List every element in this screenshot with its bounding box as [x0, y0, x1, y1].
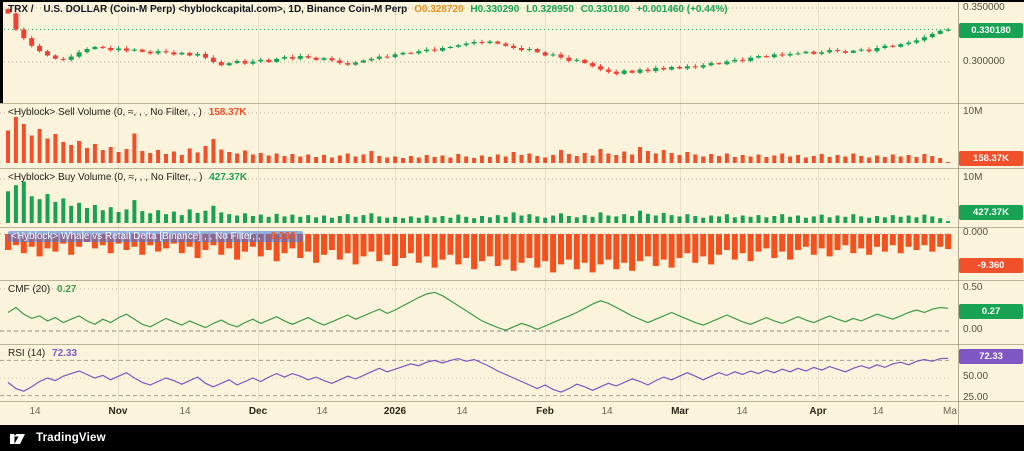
rsi-legend[interactable]: RSI (14) 72.33 [8, 348, 81, 359]
time-axis-label: Mar [671, 406, 689, 417]
symbol-description[interactable]: U.S. DOLLAR (Coin-M Perp) <hyblockcapita… [43, 4, 408, 15]
ohlc-change: +0.001460 (+0.44%) [636, 4, 728, 15]
time-axis-label: Ma [943, 406, 957, 417]
indicator-value: 0.27 [57, 284, 77, 295]
scale-label: 10M [963, 172, 983, 183]
time-axis-label: 14 [601, 406, 613, 417]
pane-separator[interactable] [0, 103, 1024, 104]
month-gridline [545, 0, 546, 401]
pane-separator[interactable] [0, 280, 1024, 281]
indicator-value: 72.33 [52, 348, 78, 359]
sell-volume-legend[interactable]: <Hyblock> Sell Volume (0, ≈, , , No Filt… [8, 107, 251, 118]
indicator-title[interactable]: <Hyblock> Buy Volume (0, ≈, , , No Filte… [8, 172, 203, 183]
window-border-top [0, 0, 1024, 2]
buy-volume-badge: 427.37K [959, 205, 1023, 220]
time-axis-label: 14 [456, 406, 468, 417]
last-price-badge: 0.330180 [959, 23, 1023, 38]
time-axis-label: 14 [316, 406, 328, 417]
window-border-left [0, 0, 3, 103]
scale-label: 50.00 [963, 371, 989, 382]
sell-volume-pane-canvas[interactable] [0, 103, 958, 168]
rsi-pane-canvas[interactable] [0, 344, 958, 401]
ohlc-low: L0.328950 [526, 4, 574, 15]
time-axis[interactable]: 14 Nov 14 Dec 14 2026 14 Feb 14 Mar 14 Apr 14 Ma [0, 401, 1024, 425]
month-gridline [118, 0, 119, 401]
pane-separator[interactable] [0, 168, 1024, 169]
buy-volume-pane-canvas[interactable] [0, 168, 958, 227]
time-axis-label: 14 [736, 406, 748, 417]
time-axis-label: Feb [536, 406, 554, 417]
month-gridline [818, 0, 819, 401]
scale-label: 0.00 [963, 324, 983, 335]
sell-volume-badge: 158.37K [959, 151, 1023, 166]
time-axis-separator [0, 401, 1024, 402]
whale-delta-badge: -9.360 [959, 258, 1023, 273]
symbol-title[interactable]: TRX / [8, 4, 34, 15]
time-axis-label: 14 [29, 406, 41, 417]
time-axis-label: Dec [248, 406, 268, 417]
pane-separator[interactable] [0, 227, 1024, 228]
main-chart-legend[interactable]: TRX / U.S. DOLLAR (Coin-M Perp) <hyblock… [8, 4, 732, 15]
month-gridline [680, 0, 681, 401]
indicator-value: 158.37K [208, 107, 247, 118]
ohlc-open: O0.328720 [414, 4, 464, 15]
scale-label: 0.000 [963, 227, 989, 238]
month-gridline [395, 0, 396, 401]
tradingview-logo-icon[interactable] [10, 431, 30, 445]
month-gridline [258, 0, 259, 401]
ohlc-close: C0.330180 [580, 4, 630, 15]
buy-volume-legend[interactable]: <Hyblock> Buy Volume (0, ≈, , , No Filte… [8, 172, 251, 183]
cmf-badge: 0.27 [959, 304, 1023, 319]
indicator-title[interactable]: <Hyblock> Whale vs Retail Delta [Binance… [11, 231, 261, 242]
scale-label: 0.50 [963, 282, 983, 293]
pane-separator[interactable] [0, 344, 1024, 345]
indicator-value: -9.360 [267, 231, 296, 242]
price-pane-canvas[interactable] [0, 0, 958, 103]
cmf-legend[interactable]: CMF (20) 0.27 [8, 284, 80, 295]
scale-label: 25.00 [963, 392, 989, 403]
whale-delta-legend[interactable]: <Hyblock> Whale vs Retail Delta [Binance… [8, 231, 303, 242]
indicator-title[interactable]: <Hyblock> Sell Volume (0, ≈, , , No Filt… [8, 107, 202, 118]
footer-bar: TradingView [0, 425, 1024, 451]
time-axis-label: 14 [872, 406, 884, 417]
indicator-value: 427.37K [209, 172, 248, 183]
time-axis-label: Apr [809, 406, 827, 417]
ohlc-high: H0.330290 [470, 4, 520, 15]
scale-label: 0.350000 [963, 2, 1005, 13]
cmf-pane-canvas[interactable] [0, 280, 958, 344]
indicator-title[interactable]: RSI (14) [8, 348, 46, 359]
time-axis-label: 14 [179, 406, 191, 417]
time-axis-label: Nov [108, 406, 128, 417]
indicator-title[interactable]: CMF (20) [8, 284, 51, 295]
time-axis-label: 2026 [383, 406, 407, 417]
scale-label: 10M [963, 106, 983, 117]
price-scale-border[interactable] [958, 0, 959, 425]
tradingview-logo-text[interactable]: TradingView [36, 432, 106, 444]
scale-label: 0.300000 [963, 56, 1005, 67]
rsi-badge: 72.33 [959, 349, 1023, 364]
